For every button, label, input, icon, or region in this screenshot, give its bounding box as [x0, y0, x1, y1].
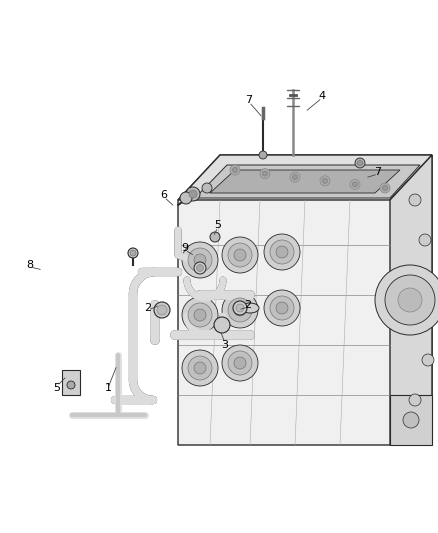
Circle shape: [409, 394, 421, 406]
Text: 6: 6: [160, 190, 167, 200]
Text: 9: 9: [181, 243, 189, 253]
Circle shape: [188, 356, 212, 380]
Circle shape: [189, 190, 197, 198]
Circle shape: [234, 357, 246, 369]
Text: 7: 7: [245, 95, 253, 105]
Circle shape: [276, 246, 288, 258]
Circle shape: [380, 183, 390, 193]
Circle shape: [194, 309, 206, 321]
Text: 4: 4: [318, 91, 325, 101]
Circle shape: [293, 175, 297, 180]
Text: 7: 7: [374, 167, 381, 177]
Circle shape: [236, 304, 244, 312]
Circle shape: [228, 243, 252, 267]
Circle shape: [202, 183, 212, 193]
Circle shape: [182, 350, 218, 386]
Circle shape: [182, 242, 218, 278]
Circle shape: [422, 354, 434, 366]
Ellipse shape: [241, 303, 259, 313]
Circle shape: [222, 237, 258, 273]
Circle shape: [234, 249, 246, 261]
Circle shape: [382, 185, 388, 190]
Circle shape: [197, 264, 204, 271]
Circle shape: [264, 234, 300, 270]
Circle shape: [194, 254, 206, 266]
Circle shape: [188, 248, 212, 272]
Text: 1: 1: [105, 383, 112, 393]
Circle shape: [67, 381, 75, 389]
Circle shape: [320, 176, 330, 186]
Text: 2: 2: [244, 300, 251, 310]
Text: 5: 5: [53, 383, 60, 393]
Circle shape: [270, 240, 294, 264]
Polygon shape: [62, 370, 80, 395]
Circle shape: [357, 160, 363, 166]
Circle shape: [398, 288, 422, 312]
Circle shape: [128, 248, 138, 258]
Polygon shape: [178, 155, 432, 445]
Circle shape: [262, 171, 268, 176]
Circle shape: [409, 194, 421, 206]
Polygon shape: [390, 395, 432, 445]
Circle shape: [228, 351, 252, 375]
Circle shape: [264, 290, 300, 326]
Circle shape: [157, 305, 167, 315]
Polygon shape: [390, 155, 432, 445]
Circle shape: [186, 187, 200, 201]
Circle shape: [322, 179, 328, 183]
Circle shape: [233, 301, 247, 315]
Circle shape: [230, 165, 240, 175]
Circle shape: [214, 317, 230, 333]
Circle shape: [403, 412, 419, 428]
Circle shape: [260, 168, 270, 179]
Circle shape: [350, 180, 360, 189]
Text: 2: 2: [145, 303, 152, 313]
Circle shape: [259, 151, 267, 159]
Text: 5: 5: [215, 220, 222, 230]
Text: 3: 3: [222, 340, 229, 350]
Circle shape: [228, 298, 252, 322]
Circle shape: [188, 303, 212, 327]
Circle shape: [276, 302, 288, 314]
Circle shape: [355, 158, 365, 168]
Circle shape: [233, 167, 237, 173]
Circle shape: [270, 296, 294, 320]
Polygon shape: [178, 155, 432, 200]
Circle shape: [419, 234, 431, 246]
Circle shape: [234, 304, 246, 316]
Circle shape: [154, 302, 170, 318]
Circle shape: [180, 192, 192, 204]
Circle shape: [210, 232, 220, 242]
Circle shape: [222, 292, 258, 328]
Circle shape: [194, 362, 206, 374]
Text: 8: 8: [26, 260, 34, 270]
Circle shape: [385, 275, 435, 325]
Circle shape: [353, 182, 357, 187]
Circle shape: [194, 262, 206, 274]
Circle shape: [222, 345, 258, 381]
Circle shape: [375, 265, 438, 335]
Polygon shape: [210, 170, 400, 193]
Circle shape: [182, 297, 218, 333]
Polygon shape: [195, 165, 420, 198]
Circle shape: [130, 250, 136, 256]
Circle shape: [290, 172, 300, 182]
